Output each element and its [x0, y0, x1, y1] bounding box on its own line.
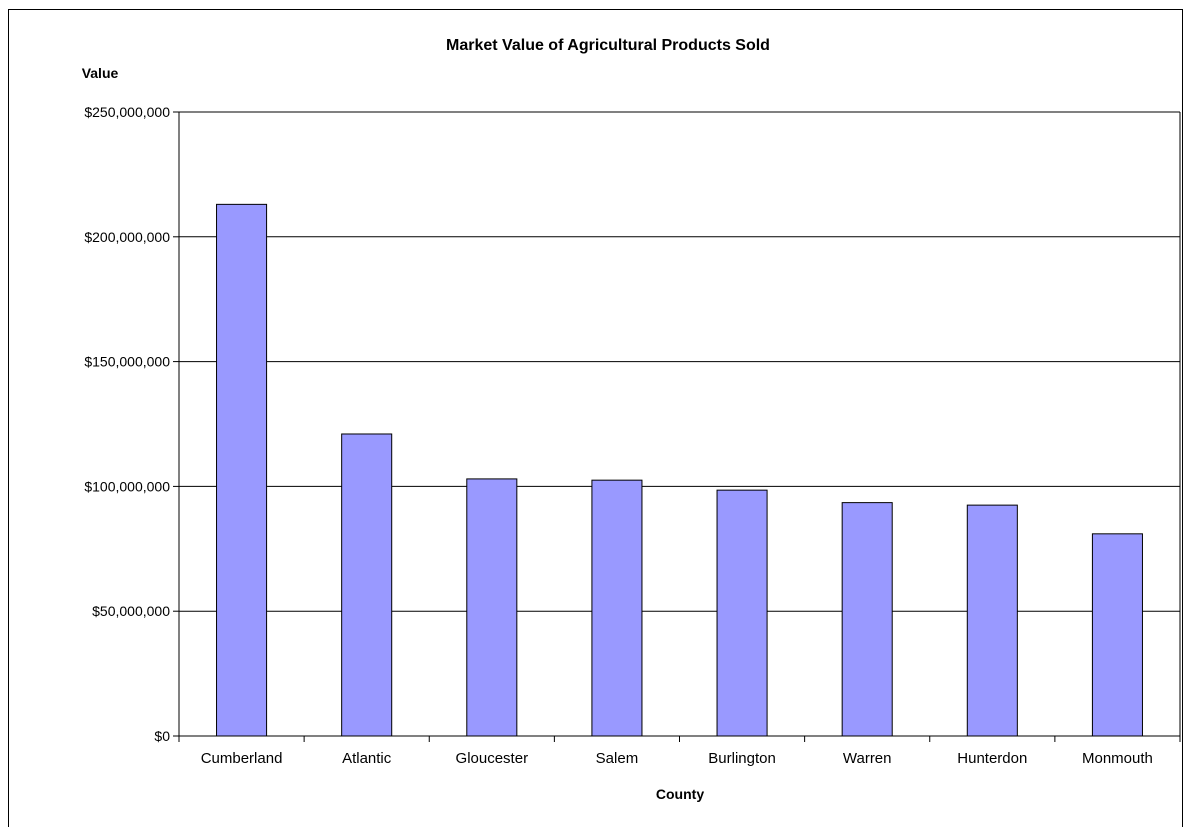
bar [591, 479, 643, 737]
chart-title: Market Value of Agricultural Products So… [446, 37, 770, 54]
x-tick-label: Warren [843, 750, 892, 767]
x-tick-label: Salem [596, 750, 639, 767]
y-tick-labels: $0 $50,000,000 $100,000,000 $150,000,000 $20… [84, 104, 170, 744]
bar [841, 502, 893, 737]
bar [716, 489, 768, 737]
y-tick-label: $50,000,000 [92, 603, 170, 619]
bar [966, 504, 1018, 737]
x-tick-label: Hunterdon [957, 750, 1027, 767]
bars [216, 203, 1143, 737]
y-axis-label: Value [82, 65, 119, 81]
bar [341, 433, 393, 737]
y-tick-label: $250,000,000 [84, 104, 170, 120]
axes [173, 111, 1181, 742]
y-tick-label: $200,000,000 [84, 229, 170, 245]
y-tick-label: $100,000,000 [84, 478, 170, 494]
x-axis-label: County [656, 786, 704, 802]
bar [466, 478, 518, 737]
x-tick-label: Cumberland [201, 750, 283, 767]
bar [216, 203, 268, 737]
gridlines [179, 111, 1180, 612]
x-tick-labels: Cumberland Atlantic Gloucester Salem Burling… [201, 750, 1153, 767]
x-tick-label: Atlantic [342, 750, 392, 767]
x-tick-label: Gloucester [456, 750, 529, 767]
y-tick-label: $0 [154, 728, 170, 744]
bar [1091, 533, 1143, 737]
x-tick-label: Monmouth [1082, 750, 1153, 767]
y-tick-label: $150,000,000 [84, 354, 170, 370]
x-tick-label: Burlington [708, 750, 776, 767]
